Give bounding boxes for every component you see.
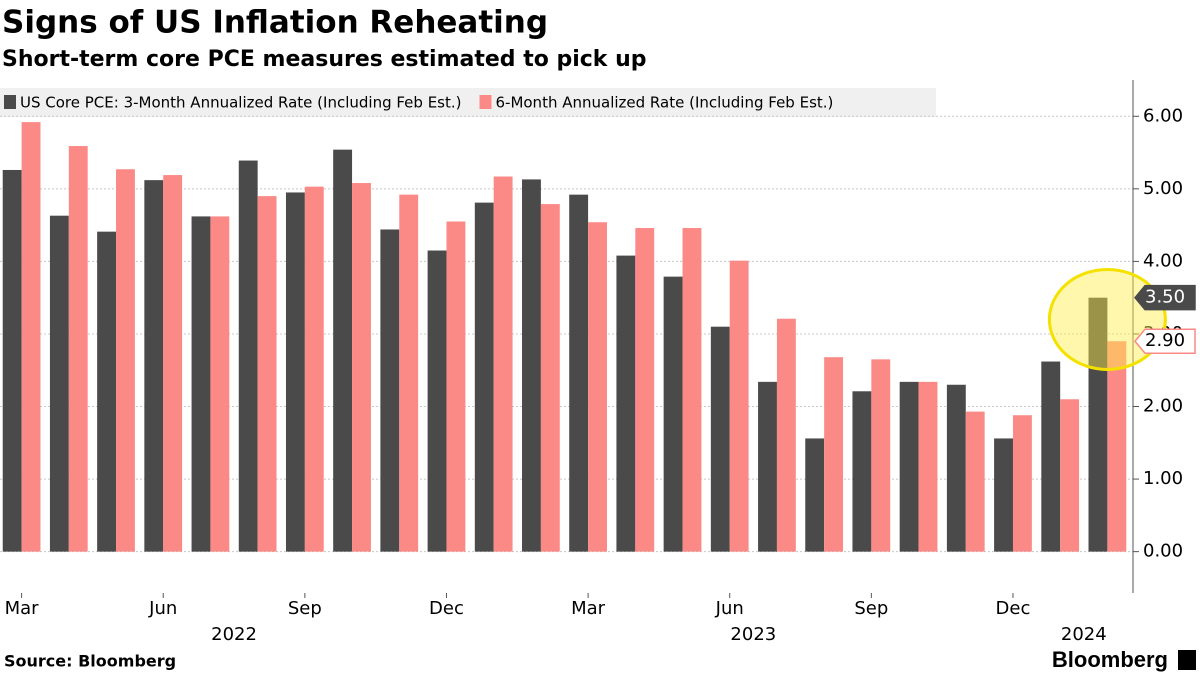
bar bbox=[663, 276, 683, 552]
y-tick-label: 2.00 bbox=[1143, 396, 1183, 417]
bar bbox=[899, 381, 919, 552]
bar bbox=[427, 250, 447, 552]
bar bbox=[493, 176, 513, 552]
bar bbox=[569, 194, 589, 552]
chart-title: Signs of US Inflation Reheating bbox=[2, 5, 548, 41]
bar bbox=[304, 186, 324, 552]
bar bbox=[776, 318, 796, 552]
x-group-label: 2022 bbox=[211, 624, 257, 645]
bar bbox=[1012, 415, 1032, 552]
end-label: 2.90 bbox=[1145, 330, 1185, 351]
end-tag bbox=[1134, 284, 1196, 311]
bar bbox=[946, 384, 966, 552]
x-tick-label: Sep bbox=[854, 598, 888, 619]
x-tick-label: Jun bbox=[715, 598, 744, 619]
bar bbox=[144, 180, 164, 552]
x-tick-label: Dec bbox=[429, 598, 464, 619]
y-tick-label: 0.00 bbox=[1143, 541, 1183, 562]
bar bbox=[285, 192, 305, 552]
bar bbox=[21, 122, 41, 552]
bar bbox=[1041, 361, 1061, 552]
bar bbox=[710, 326, 730, 552]
bar bbox=[474, 202, 494, 552]
bar bbox=[97, 231, 117, 552]
x-tick-label: Jun bbox=[148, 598, 177, 619]
x-tick-label: Dec bbox=[996, 598, 1031, 619]
bar bbox=[1107, 341, 1127, 552]
bar bbox=[918, 381, 938, 552]
bar bbox=[1088, 297, 1108, 552]
bar bbox=[116, 169, 135, 552]
end-tag bbox=[1134, 328, 1196, 354]
bar bbox=[852, 391, 872, 552]
bar bbox=[446, 221, 466, 552]
bar bbox=[729, 260, 749, 552]
source: Source: Bloomberg bbox=[4, 652, 176, 671]
bar bbox=[616, 255, 636, 552]
legend-label: 6-Month Annualized Rate (Including Feb E… bbox=[495, 94, 833, 112]
legend-swatch bbox=[4, 95, 16, 109]
legend-label: US Core PCE: 3-Month Annualized Rate (In… bbox=[20, 94, 461, 112]
y-tick-label: 1.00 bbox=[1143, 468, 1183, 489]
bar bbox=[965, 411, 985, 552]
bar bbox=[399, 194, 419, 552]
bar bbox=[333, 149, 353, 552]
x-tick-label: Sep bbox=[288, 598, 322, 619]
bar bbox=[588, 222, 607, 552]
bar bbox=[380, 229, 400, 552]
end-label: 3.50 bbox=[1145, 287, 1185, 308]
bar bbox=[1060, 399, 1080, 552]
y-tick-label: 6.00 bbox=[1143, 105, 1183, 126]
bar bbox=[805, 438, 825, 552]
bar bbox=[994, 438, 1013, 552]
bar bbox=[824, 357, 844, 552]
chart-subtitle: Short-term core PCE measures estimated t… bbox=[2, 47, 647, 72]
y-tick-label: 5.00 bbox=[1143, 178, 1183, 199]
highlight bbox=[1047, 267, 1167, 371]
bar bbox=[758, 381, 777, 552]
legend-swatch bbox=[479, 95, 492, 109]
bar bbox=[210, 216, 230, 552]
y-tick-label: 4.00 bbox=[1143, 250, 1183, 271]
bar bbox=[49, 215, 69, 552]
bar bbox=[635, 228, 655, 552]
bar bbox=[540, 204, 560, 552]
bar bbox=[352, 183, 371, 552]
x-tick-label: Mar bbox=[5, 598, 40, 619]
brand-icon bbox=[1178, 650, 1196, 670]
bar bbox=[522, 179, 541, 552]
x-tick-label: Mar bbox=[571, 598, 606, 619]
bar bbox=[163, 175, 183, 552]
brand: Bloomberg bbox=[1052, 647, 1168, 672]
bar bbox=[191, 216, 211, 552]
bar bbox=[682, 228, 702, 552]
x-group-label: 2024 bbox=[1061, 624, 1107, 645]
bar bbox=[238, 160, 258, 552]
x-group-label: 2023 bbox=[730, 624, 776, 645]
bar bbox=[68, 146, 88, 552]
legend-box bbox=[0, 88, 936, 117]
bar bbox=[2, 169, 22, 552]
bar bbox=[257, 196, 277, 552]
bar bbox=[871, 359, 891, 552]
